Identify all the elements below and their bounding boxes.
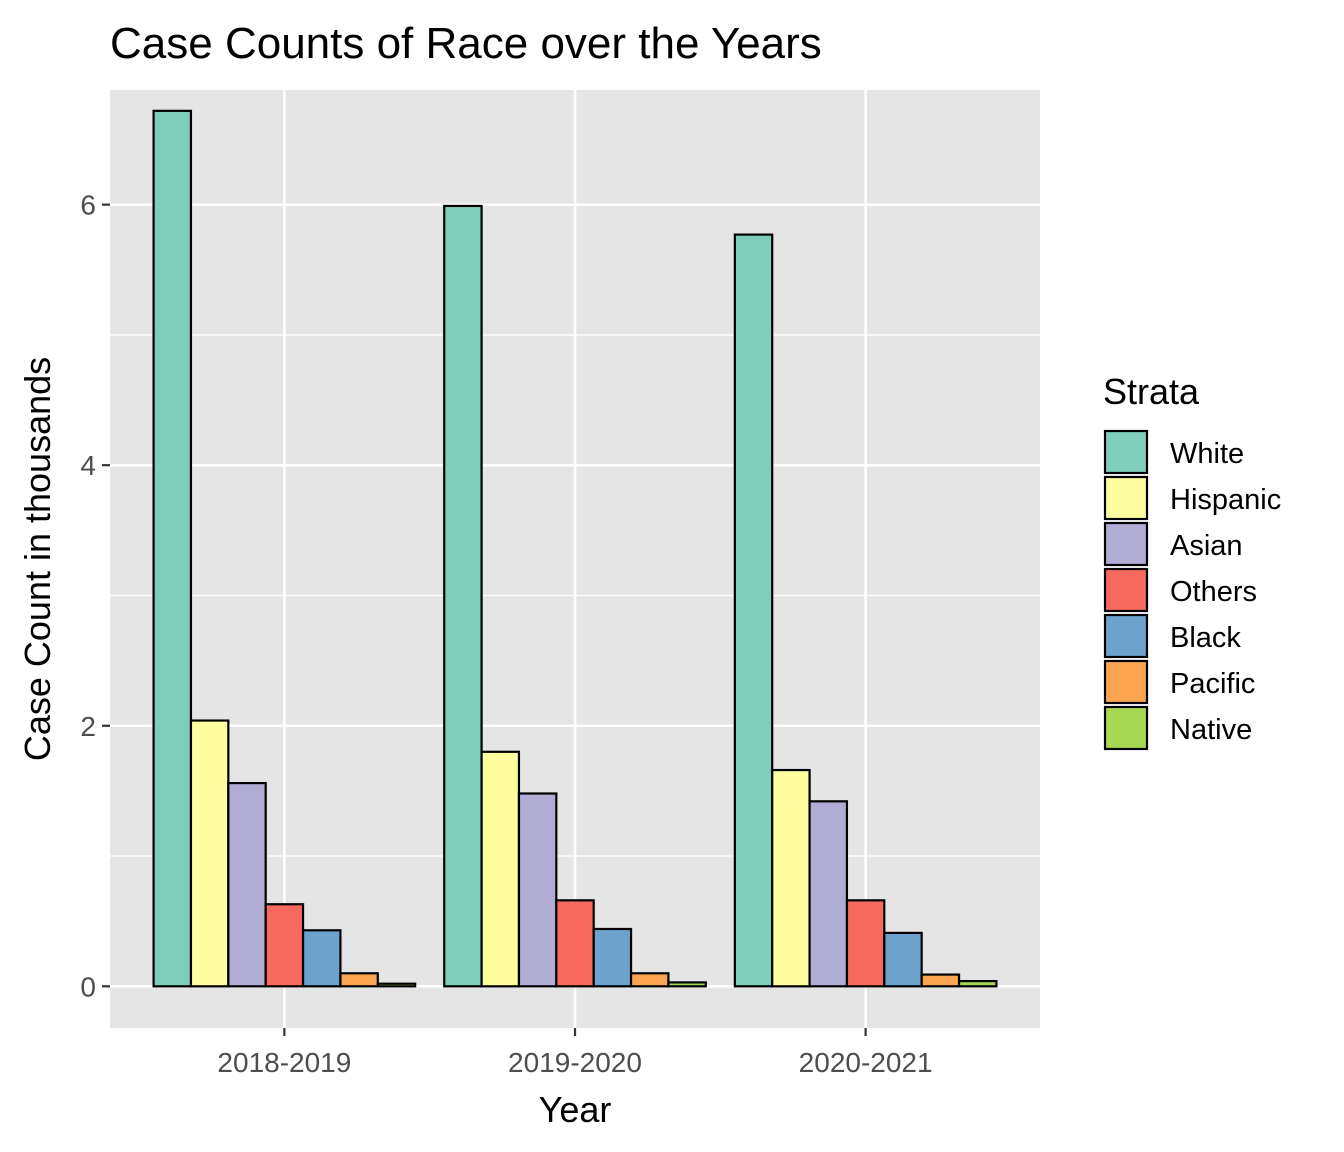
legend-label-asian: Asian [1170,530,1243,562]
x-tick-label: 2018-2019 [217,1047,351,1078]
y-tick-label: 2 [80,711,96,742]
bar-others [264,903,305,988]
x-tick-label: 2019-2020 [508,1047,642,1078]
legend-label-native: Native [1170,714,1252,746]
bar-black [883,931,923,988]
bar-native [376,982,417,988]
bar-asian [808,800,849,988]
bar-pacific [629,972,670,988]
y-axis: 0 2 4 6 [80,190,110,1002]
bars [152,109,998,988]
legend-label-white: White [1170,438,1244,470]
legend: Strata White Hispanic Asian Others Black Paci… [1103,371,1281,751]
y-tick-label: 6 [80,190,96,221]
legend-key-native [1103,705,1149,751]
bar-native [667,981,707,988]
y-tick-label: 4 [80,450,96,481]
legend-key-hispanic [1103,475,1149,521]
bar-hispanic [189,719,230,988]
bar-asian [517,792,558,988]
bar-others [845,899,886,988]
bar-white [152,109,193,988]
bar-pacific [920,973,961,988]
bar-black [301,929,342,988]
legend-key-pacific [1103,659,1149,705]
legend-label-pacific: Pacific [1170,668,1255,700]
bar-hispanic [771,768,811,988]
y-axis-title: Case Count in thousands [17,357,58,761]
bar-others [555,899,595,988]
bar-black [592,927,633,988]
legend-key-black [1103,613,1149,659]
x-axis: 2018-2019 2019-2020 2020-2021 [217,1028,933,1078]
bar-asian [227,781,267,988]
chart-title: Case Counts of Race over the Years [110,19,822,68]
bar-white [443,204,483,988]
legend-label-black: Black [1170,622,1241,654]
bar-pacific [339,972,379,988]
x-tick-label: 2020-2021 [799,1047,933,1078]
bar-hispanic [480,750,521,988]
legend-label-others: Others [1170,576,1257,608]
x-axis-title: Year [539,1089,612,1130]
legend-key-others [1103,567,1149,613]
bar-white [733,233,774,988]
y-tick-label: 0 [80,971,96,1002]
legend-key-asian [1103,521,1149,567]
legend-key-white [1103,429,1149,475]
bar-native [957,979,998,988]
legend-label-hispanic: Hispanic [1170,484,1281,516]
legend-title: Strata [1103,371,1200,412]
